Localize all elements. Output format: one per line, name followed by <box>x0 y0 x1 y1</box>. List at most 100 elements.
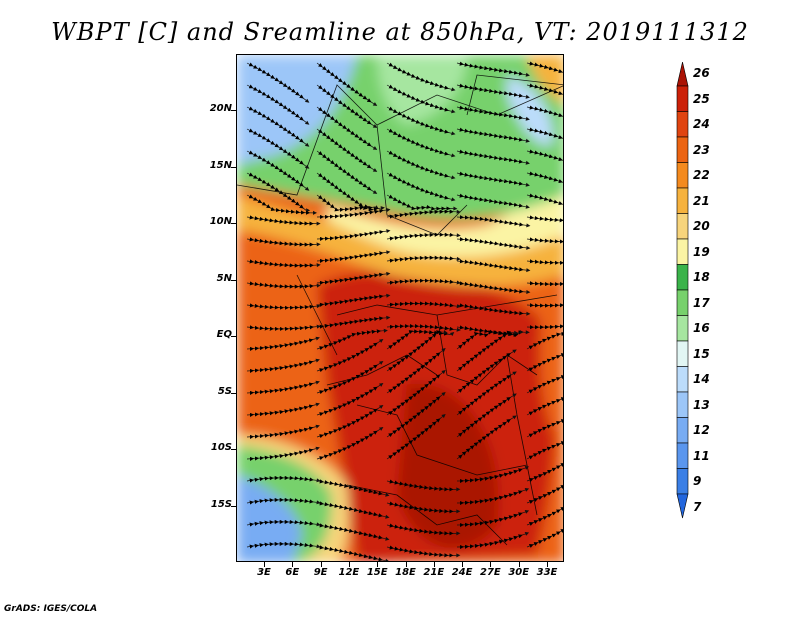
lat-tick <box>231 336 236 337</box>
streamline <box>246 475 317 483</box>
streamline <box>246 448 317 461</box>
colorbar-label: 9 <box>693 474 702 488</box>
map-title: WBPT [C] and Sreamline at 850hPa, VT: 20… <box>51 18 749 46</box>
streamline <box>386 479 457 492</box>
streamline-arrowhead <box>451 197 456 202</box>
colorbar-cell <box>676 417 689 444</box>
colorbar-cell <box>676 187 689 214</box>
streamline-arrowhead <box>456 327 461 332</box>
streamline <box>456 417 514 460</box>
streamline <box>246 338 317 351</box>
lon-tick <box>433 562 435 567</box>
streamline-arrowhead <box>385 558 389 561</box>
streamline <box>386 323 457 331</box>
lat-label: 15N <box>209 159 232 171</box>
streamline <box>456 511 526 528</box>
streamline <box>316 479 386 496</box>
streamline-arrowhead <box>315 380 320 385</box>
streamline-arrowhead <box>315 358 320 363</box>
streamline <box>246 215 317 226</box>
field-sw-blue <box>237 475 302 561</box>
lon-label: 18E <box>395 567 416 578</box>
streamline-arrowhead <box>386 250 391 255</box>
colorbar-label: 20 <box>693 219 710 233</box>
streamline-arrowhead <box>372 102 378 106</box>
streamline <box>386 209 457 219</box>
streamline <box>456 171 527 186</box>
lat-tick <box>231 392 236 394</box>
lon-label: 3E <box>257 567 271 578</box>
lon-tick <box>490 562 492 567</box>
lon-label: 6E <box>285 567 300 578</box>
streamline-arrowhead <box>386 229 391 233</box>
lon-label: 12E <box>338 567 360 578</box>
lat-label: 10S <box>210 442 232 453</box>
colorbar-label: 7 <box>693 499 702 514</box>
streamline-arrowhead <box>526 245 531 250</box>
lon-tick <box>320 562 322 567</box>
colorbar-cell <box>676 136 689 163</box>
streamline <box>456 193 527 208</box>
streamline <box>456 489 526 506</box>
lon-label: 9E <box>313 567 328 578</box>
wbpt-field <box>237 55 563 561</box>
streamline <box>526 127 563 150</box>
streamline-arrowhead <box>372 168 378 172</box>
streamline <box>246 360 317 373</box>
lat-tick <box>231 449 236 450</box>
streamline-arrowhead <box>304 164 310 169</box>
streamline <box>316 272 387 285</box>
streamline-arrowhead <box>456 509 461 514</box>
streamline-arrowhead <box>526 268 531 273</box>
streamline <box>526 411 563 438</box>
streamline <box>526 61 563 84</box>
streamline <box>456 533 526 550</box>
streamline <box>526 83 563 106</box>
streamline-arrowhead <box>525 116 530 121</box>
lat-label: 5S <box>217 385 232 397</box>
lat-label: 5N <box>216 272 232 284</box>
streamline-arrowhead <box>525 72 530 77</box>
streamline-arrowhead <box>441 392 446 397</box>
streamline <box>246 259 317 268</box>
streamline-arrowhead <box>441 414 446 419</box>
streamline <box>246 325 317 332</box>
streamline-arrowhead <box>526 290 531 294</box>
lon-tick <box>547 562 548 567</box>
streamline <box>526 300 563 308</box>
streamline-arrowhead <box>456 280 461 285</box>
streamline <box>526 320 563 330</box>
streamline-arrowhead <box>379 383 384 387</box>
lon-tick <box>518 562 520 567</box>
streamline-arrowhead <box>514 330 519 335</box>
streamline-arrowhead <box>456 531 461 536</box>
streamline <box>386 301 457 308</box>
map-panel[interactable] <box>236 54 564 562</box>
streamline-arrowhead <box>313 210 317 215</box>
lon-label: 24E <box>451 567 473 578</box>
streamline-arrowhead <box>451 175 456 180</box>
streamline <box>316 208 387 220</box>
streamline-arrowhead <box>456 553 461 558</box>
streamline-arrowhead <box>456 256 461 261</box>
streamline-arrowhead <box>451 109 456 114</box>
streamline <box>246 382 317 395</box>
streamline <box>526 345 563 372</box>
colorbar-bottom-arrow <box>676 493 689 519</box>
streamline <box>456 467 526 484</box>
streamline-arrowhead <box>525 138 530 143</box>
streamline-arrowhead <box>315 336 320 341</box>
colorbar <box>676 62 689 519</box>
colorbar-label: 15 <box>693 346 710 361</box>
streamline <box>456 149 527 164</box>
streamline <box>526 433 563 460</box>
lon-tick <box>292 562 294 567</box>
lon-tick <box>264 562 265 567</box>
lat-tick <box>231 110 236 111</box>
streamline <box>526 328 563 350</box>
streamline-arrowhead <box>456 233 461 238</box>
colorbar-cell <box>676 340 689 367</box>
streamline <box>246 541 317 549</box>
streamline-arrowhead <box>525 204 530 209</box>
colorbar-cell <box>676 85 689 112</box>
